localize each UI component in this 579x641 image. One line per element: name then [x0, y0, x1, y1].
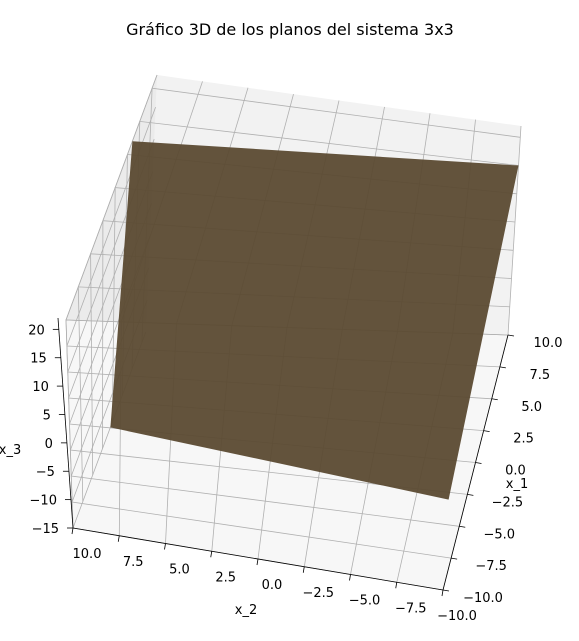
x-tick-mark [499, 366, 506, 369]
x-tick-mark [491, 398, 498, 401]
y-tick-mark [256, 558, 259, 566]
x-tick-label: 7.5 [530, 368, 551, 383]
y-tick-label: −2.5 [302, 586, 334, 601]
x-tick-label: 2.5 [513, 432, 534, 447]
plane-surfaces [110, 141, 519, 500]
z-tick-label: −10 [30, 494, 57, 509]
y-tick-mark [164, 543, 166, 550]
x-tick-mark [459, 525, 466, 528]
x-tick-mark [467, 493, 474, 496]
x-tick-label: −5.0 [483, 527, 515, 542]
y-tick-mark [395, 582, 398, 589]
z-tick-label: 0 [45, 437, 53, 452]
x-tick-mark [507, 334, 515, 337]
y-tick-label: 10.0 [73, 547, 102, 562]
z-tick-label: −5 [36, 465, 55, 480]
x-tick-label: 5.0 [521, 400, 542, 415]
y-tick-label: 2.5 [215, 570, 236, 585]
y-tick-label: −10.0 [437, 609, 477, 624]
y-tick-mark [71, 527, 74, 535]
z-axis-line [57, 317, 74, 529]
z-tick-label: 10 [32, 380, 49, 395]
z-axis-label: x_3 [0, 443, 21, 458]
chart-title: Gráfico 3D de los planos del sistema 3x3 [126, 20, 454, 39]
x-tick-label: 0.0 [505, 464, 526, 479]
z-tick-label: 15 [30, 352, 47, 367]
y-tick-label: 0.0 [262, 578, 283, 593]
x-tick-mark [475, 462, 482, 464]
y-tick-mark [349, 574, 351, 581]
z-tick-label: 20 [28, 323, 45, 338]
y-tick-label: 5.0 [169, 563, 190, 578]
x-tick-label: −7.5 [475, 559, 507, 574]
y-tick-label: 7.5 [123, 555, 144, 570]
x-axis-label: x_1 [506, 477, 528, 492]
x-tick-mark [451, 557, 458, 560]
y-tick-mark [302, 566, 305, 573]
x-tick-label: 10.0 [534, 336, 563, 351]
z-tick-label: 5 [43, 408, 51, 423]
x-tick-mark [442, 589, 450, 592]
y-tick-mark [210, 551, 213, 558]
x-tick-label: −2.5 [492, 495, 524, 510]
x-tick-label: −10.0 [463, 591, 503, 606]
y-tick-mark [441, 589, 444, 597]
tick-labels: −10.0 −7.5 −5.0 −2.5 0.0 2.5 5.0 7.5 10.0 10.0 7.5… [28, 323, 562, 624]
x-tick-mark [483, 430, 490, 433]
y-tick-label: −7.5 [395, 601, 427, 616]
y-axis-label: x_2 [235, 603, 257, 618]
z-tick-label: −15 [32, 522, 59, 537]
plane-surface [110, 141, 519, 500]
y-tick-label: −5.0 [349, 594, 381, 609]
y-tick-mark [117, 535, 120, 542]
